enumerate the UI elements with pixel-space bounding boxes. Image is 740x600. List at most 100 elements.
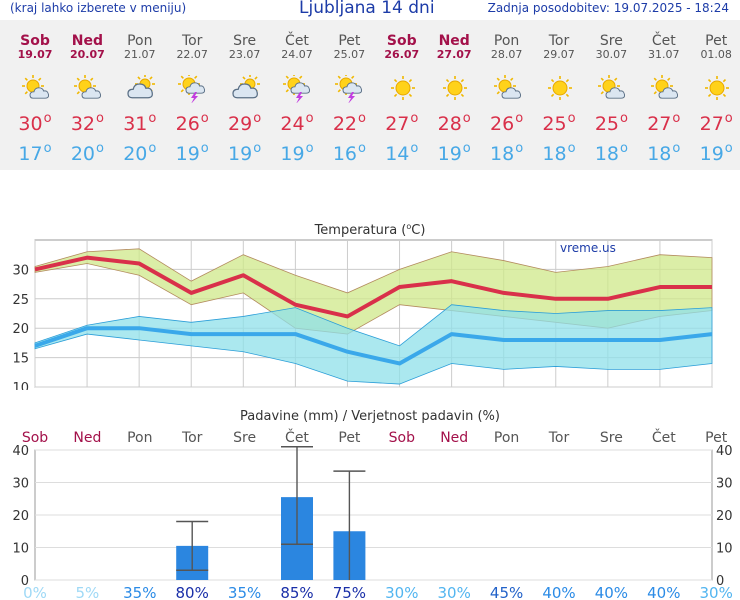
x-tick-label: Pon (127, 430, 152, 446)
tmin-line (34, 326, 713, 366)
probability-label: 45% (490, 584, 523, 600)
page-title: Ljubljana 14 dni (299, 0, 435, 18)
min-temperature: 18o (542, 141, 576, 165)
watermark: vreme.us (560, 241, 616, 255)
x-tick-label: Pon (494, 430, 519, 446)
y-tick-label: 10 (12, 381, 29, 390)
sun-icon (702, 75, 732, 103)
min-temperature: 19o (228, 141, 262, 165)
max-temperature: 27o (385, 111, 419, 135)
cloudy-sun-icon (126, 74, 156, 103)
max-temperature: 22o (332, 111, 366, 135)
min-temperature: 17o (18, 141, 52, 165)
probability-label: 85% (280, 584, 313, 600)
day-name: Pon (127, 33, 153, 49)
precipitation-chart: Padavine (mm) / Verjetnost padavin (%) So… (12, 409, 733, 600)
sun-cloud-icon (597, 75, 627, 103)
day-date: 29.07 (543, 48, 575, 61)
max-temperature: 32o (70, 111, 104, 135)
daily-forecast-panel: Sob 19.07 30o 17o Ned 20.07 32o 20o Pon 21.07 31o 2… (0, 20, 740, 170)
day-date: 28.07 (490, 48, 523, 61)
thunder-icon (283, 73, 313, 104)
day-date: 24.07 (281, 48, 313, 61)
y-tick-label: 25 (12, 293, 29, 308)
x-tick-label: Tor (548, 430, 570, 446)
y-tick-label: 0 (21, 574, 29, 589)
y-tick-label: 40 (12, 444, 29, 459)
cloudy-sun-icon (231, 74, 261, 103)
day-name: Pon (493, 33, 520, 49)
day-name: Tor (181, 33, 203, 49)
x-tick-label: Čet (652, 428, 676, 446)
day-name: Pet (338, 33, 361, 49)
min-temperature: 18o (594, 141, 628, 165)
day-date: 31.07 (648, 48, 680, 61)
day-name: Sre (233, 33, 257, 49)
day-name: Ned (438, 33, 470, 49)
sun-cloud-icon (493, 75, 523, 103)
day-name: Sre (599, 33, 623, 49)
temperature-chart: Temperatura (oC) 10 15 20 25 30 vreme.us (12, 222, 713, 390)
day-name: Čet (651, 33, 676, 49)
y-tick-label: 30 (12, 263, 29, 278)
thunder-icon (335, 73, 365, 104)
probability-label: 30% (438, 584, 471, 600)
x-tick-label: Sob (389, 430, 415, 446)
min-temperature: 20o (70, 141, 104, 165)
max-temperature: 27o (699, 111, 733, 135)
day-date: 20.07 (69, 48, 105, 61)
day-date: 30.07 (595, 48, 628, 61)
sun-icon (545, 75, 575, 103)
chart-title: Padavine (mm) / Verjetnost padavin (%) (240, 409, 500, 424)
max-temperature: 27o (647, 111, 681, 135)
probability-label: 40% (647, 584, 680, 600)
max-temperature: 30o (18, 111, 52, 135)
y-tick-label-right: 30 (716, 477, 733, 492)
probability-label: 30% (385, 584, 418, 600)
min-temperature: 14o (385, 141, 419, 165)
probability-label: 5% (76, 584, 100, 600)
x-tick-label: Tor (181, 430, 203, 446)
sun-icon (388, 75, 418, 103)
chart-title: Temperatura (oC) (314, 222, 426, 238)
probability-label: 35% (123, 584, 156, 600)
y-tick-label-right: 0 (716, 574, 724, 589)
day-name: Tor (548, 33, 570, 49)
x-tick-label: Sre (600, 430, 623, 446)
day-name: Ned (71, 33, 103, 49)
max-temperature: 26o (490, 111, 524, 135)
x-tick-label: Ned (440, 430, 468, 446)
y-tick-label-right: 10 (716, 542, 733, 557)
y-tick-label: 10 (12, 542, 29, 557)
day-name: Pet (705, 33, 728, 49)
day-date: 21.07 (124, 48, 156, 61)
day-date: 27.07 (436, 48, 472, 61)
probability-label: 40% (542, 584, 575, 600)
min-temperature: 18o (647, 141, 681, 165)
probability-label: 80% (176, 584, 209, 600)
sun-cloud-icon (21, 75, 51, 103)
max-temperature: 24o (280, 111, 314, 135)
tmax-line (34, 255, 712, 319)
max-temperature: 25o (594, 111, 628, 135)
probability-label: 40% (595, 584, 628, 600)
x-tick-label: Pet (705, 430, 728, 446)
max-temperature: 26o (175, 111, 209, 135)
y-tick-label: 15 (12, 352, 29, 367)
max-temperature: 25o (542, 111, 576, 135)
day-name: Sob (386, 33, 417, 49)
min-temperature: 19o (280, 141, 314, 165)
sun-cloud-icon (650, 75, 680, 103)
max-temperature: 29o (228, 111, 262, 135)
x-tick-label: Čet (285, 428, 309, 446)
tmin-range-band (34, 304, 713, 385)
min-temperature: 16o (332, 141, 366, 165)
x-tick-label: Pet (338, 430, 361, 446)
min-temperature: 18o (490, 141, 524, 165)
min-temperature: 19o (175, 141, 209, 165)
max-temperature: 28o (437, 111, 471, 135)
day-date: 25.07 (333, 48, 366, 61)
probability-label: 0% (23, 584, 47, 600)
day-name: Čet (285, 33, 309, 49)
min-temperature: 20o (123, 141, 157, 165)
